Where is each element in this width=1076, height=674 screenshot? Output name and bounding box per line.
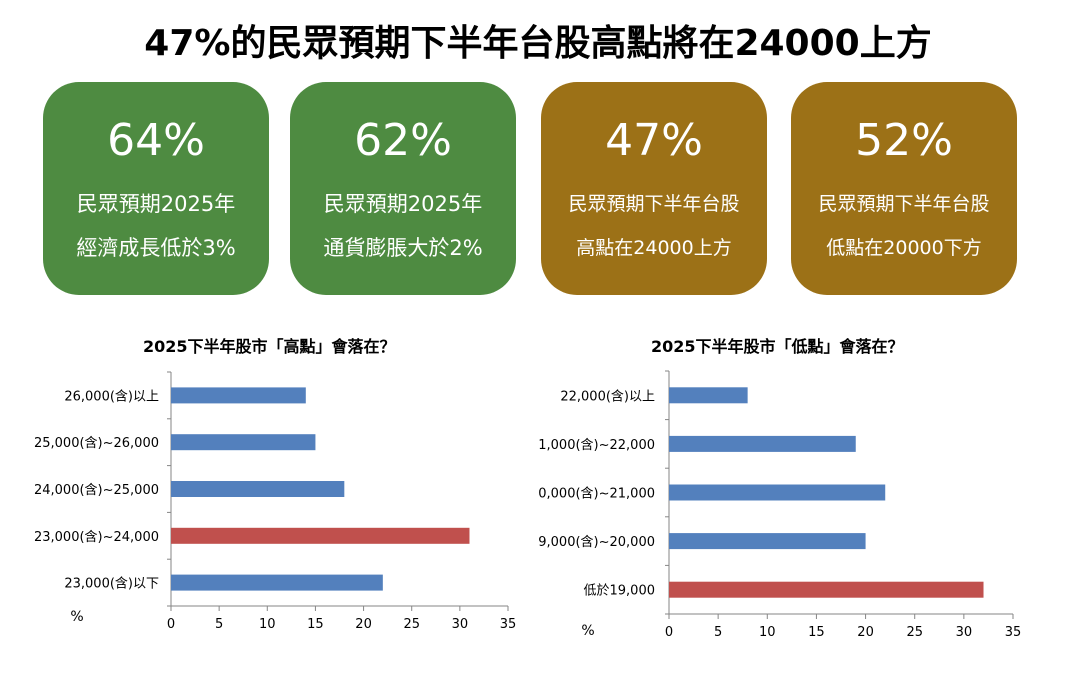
stat-card-gdp: 64% 民眾預期2025年 經濟成長低於3% [43,82,269,295]
bar [669,435,856,452]
x-tick-label: 20 [355,617,372,632]
page-title: 47%的民眾預期下半年台股高點將在24000上方 [144,23,932,64]
chart-high-title: 2025下半年股市「高點」會落在？ [143,337,396,356]
stat-card-percent: 52% [855,115,953,166]
bar [669,387,748,404]
category-label: 23,000(含)~24,000 [34,529,159,545]
category-label: 21,000(含)~22,000 [538,437,655,453]
stat-card-line2: 高點在24000上方 [576,237,732,259]
chart-low-title: 2025下半年股市「低點」會落在？ [651,337,904,356]
category-label: 23,000(含)以下 [64,576,159,592]
category-label: 低於19,000 [584,583,656,599]
stat-card-line2: 通貨膨脹大於2% [323,236,483,260]
x-tick-label: 20 [857,625,874,640]
x-tick-label: 0 [665,625,673,640]
bar [171,574,383,591]
stat-card-percent: 47% [605,115,703,166]
stat-card-line2: 低點在20000下方 [826,237,982,259]
x-tick-label: 5 [714,625,722,640]
bar [171,387,306,404]
bar [171,527,470,544]
unit-label: % [70,609,83,625]
chart-high-bar-chart: 26,000(含)以上 25,000(含)~26,000 24,000(含)~25,… [34,371,517,632]
stat-card-percent: 64% [107,115,205,166]
bar [669,533,866,550]
x-tick-label: 15 [808,625,825,640]
x-tick-label: 25 [403,617,420,632]
x-tick-label: 10 [759,625,776,640]
unit-label: % [581,623,594,639]
stat-card-high: 47% 民眾預期下半年台股 高點在24000上方 [541,82,767,295]
stat-card-line1: 民眾預期下半年台股 [568,193,740,215]
stat-card-inflation: 62% 民眾預期2025年 通貨膨脹大於2% [290,82,516,295]
category-label: 24,000(含)~25,000 [34,482,159,498]
x-tick-label: 0 [167,617,175,632]
x-tick-label: 30 [452,617,469,632]
category-label: 19,000(含)~20,000 [538,534,655,550]
bar [171,434,316,451]
chart-low-bar-chart: 22,000(含)以上 21,000(含)~22,000 20,000(含)~21,… [538,370,1022,640]
stat-card-line2: 經濟成長低於3% [76,236,236,260]
stat-card-line1: 民眾預期2025年 [323,192,483,216]
stat-card-line1: 民眾預期2025年 [76,192,236,216]
bar [669,484,886,501]
x-tick-label: 15 [307,617,324,632]
stat-card-percent: 62% [354,115,452,166]
bar [669,581,984,598]
stat-card-low: 52% 民眾預期下半年台股 低點在20000下方 [791,82,1017,295]
category-label: 25,000(含)~26,000 [34,435,159,451]
x-tick-label: 35 [1005,625,1022,640]
category-label: 22,000(含)以上 [560,388,655,404]
stat-card-line1: 民眾預期下半年台股 [818,193,990,215]
x-tick-label: 35 [500,617,517,632]
x-tick-label: 30 [956,625,973,640]
category-label: 26,000(含)以上 [64,388,159,404]
x-tick-label: 25 [906,625,923,640]
x-tick-label: 5 [215,617,223,632]
x-tick-label: 10 [259,617,276,632]
category-label: 20,000(含)~21,000 [538,486,655,502]
bar [171,481,345,497]
